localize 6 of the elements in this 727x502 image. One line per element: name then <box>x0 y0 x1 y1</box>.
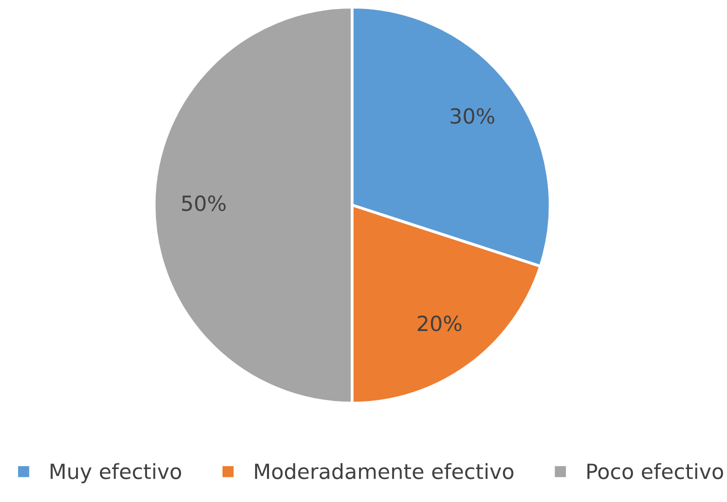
legend-label: Muy efectivo <box>50 463 182 484</box>
legend-label: Poco efectivo <box>587 463 724 480</box>
data-label: 50% <box>182 195 226 212</box>
data-label: 20% <box>418 316 462 332</box>
data-label: 30% <box>450 108 494 124</box>
legend-label: Moderadamente efectivo <box>255 463 514 480</box>
